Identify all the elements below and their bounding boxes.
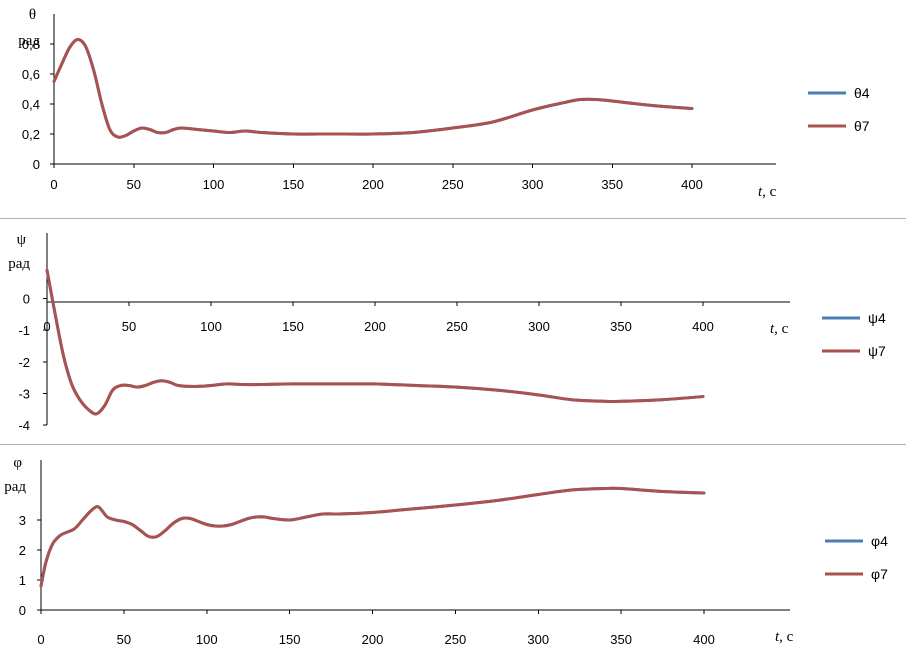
psi-chart-panel: 0 -1 -2 -3 -4 0 50 100 150 200 250 300 350 400 ψ рад t, …	[8, 232, 886, 433]
y-tick-label: 0,2	[22, 127, 40, 142]
y-tick-label: 0,8	[22, 37, 40, 52]
legend-label: θ4	[854, 85, 870, 101]
x-tick-label: 0	[43, 319, 50, 334]
x-tick-label: 300	[522, 177, 544, 192]
x-axis-label: t, с	[775, 629, 794, 645]
x-tick-label: 200	[362, 632, 384, 647]
x-tick-label: 100	[200, 319, 222, 334]
series-line-φ4	[39, 486, 706, 588]
x-tick-label: 0	[50, 177, 57, 192]
legend-label: ψ4	[868, 310, 886, 326]
x-tick-label: 50	[117, 632, 131, 647]
y-tick-label: 0	[33, 157, 40, 172]
y-tick-label: 1	[19, 573, 26, 588]
x-tick-label: 50	[127, 177, 141, 192]
x-tick-label: 350	[601, 177, 623, 192]
x-tick-label: 400	[681, 177, 703, 192]
x-axis-unit: , с	[762, 184, 777, 200]
y-tick-label: -2	[18, 355, 30, 370]
x-tick-label: 250	[442, 177, 464, 192]
y-tick-label: 3	[19, 513, 26, 528]
y-tick-label: -1	[18, 323, 30, 338]
x-tick-label: 400	[693, 632, 715, 647]
y-axis-symbol: φ	[13, 455, 22, 471]
y-axis-symbol: θ	[29, 7, 36, 23]
x-tick-label: 300	[527, 632, 549, 647]
series-line-θ7	[52, 38, 694, 139]
x-tick-label: 350	[610, 632, 632, 647]
x-axis-variable: t	[775, 629, 780, 645]
series-line-ψ7	[45, 268, 705, 416]
x-axis-unit: , с	[774, 321, 789, 337]
series-line-φ7	[39, 486, 706, 588]
y-tick-label: 0,6	[22, 67, 40, 82]
x-tick-label: 250	[445, 632, 467, 647]
theta-chart-panel: 0 0,2 0,4 0,6 0,8 0 50 100 150 200 250 300 350 400 θ ра…	[18, 7, 870, 200]
x-tick-label: 250	[446, 319, 468, 334]
x-tick-label: 200	[364, 319, 386, 334]
y-axis-unit: рад	[18, 33, 40, 49]
legend-label: θ7	[854, 118, 870, 134]
legend-label: φ4	[871, 533, 888, 549]
y-axis-unit: рад	[4, 479, 26, 495]
x-tick-label: 400	[692, 319, 714, 334]
x-tick-label: 150	[279, 632, 301, 647]
x-tick-label: 100	[196, 632, 218, 647]
x-axis-variable: t	[758, 184, 763, 200]
y-axis-symbol: ψ	[17, 232, 27, 248]
y-tick-label: 2	[19, 543, 26, 558]
x-axis-label: t, с	[758, 184, 777, 200]
y-tick-label: -3	[18, 386, 30, 401]
x-tick-label: 300	[528, 319, 550, 334]
x-axis-label: t, с	[770, 321, 789, 337]
y-tick-label: 0	[19, 603, 26, 618]
legend-label: ψ7	[868, 343, 886, 359]
legend-label: φ7	[871, 566, 888, 582]
x-tick-label: 150	[282, 177, 304, 192]
x-tick-label: 200	[362, 177, 384, 192]
x-tick-label: 50	[122, 319, 136, 334]
y-tick-label: -4	[18, 418, 30, 433]
x-tick-label: 0	[37, 632, 44, 647]
x-axis-unit: , с	[779, 629, 794, 645]
x-axis-variable: t	[770, 321, 775, 337]
y-tick-label: 0	[23, 292, 30, 307]
x-tick-label: 150	[282, 319, 304, 334]
x-tick-label: 350	[610, 319, 632, 334]
x-tick-label: 100	[203, 177, 225, 192]
phi-chart-panel: 0 1 2 3 0 50 100 150 200 250 300 350 400 φ рад t, с φ4 φ7	[4, 455, 888, 647]
series-line-θ4	[52, 38, 694, 139]
y-tick-label: 0,4	[22, 97, 40, 112]
series-line-ψ4	[45, 268, 705, 416]
y-axis-unit: рад	[8, 256, 30, 272]
